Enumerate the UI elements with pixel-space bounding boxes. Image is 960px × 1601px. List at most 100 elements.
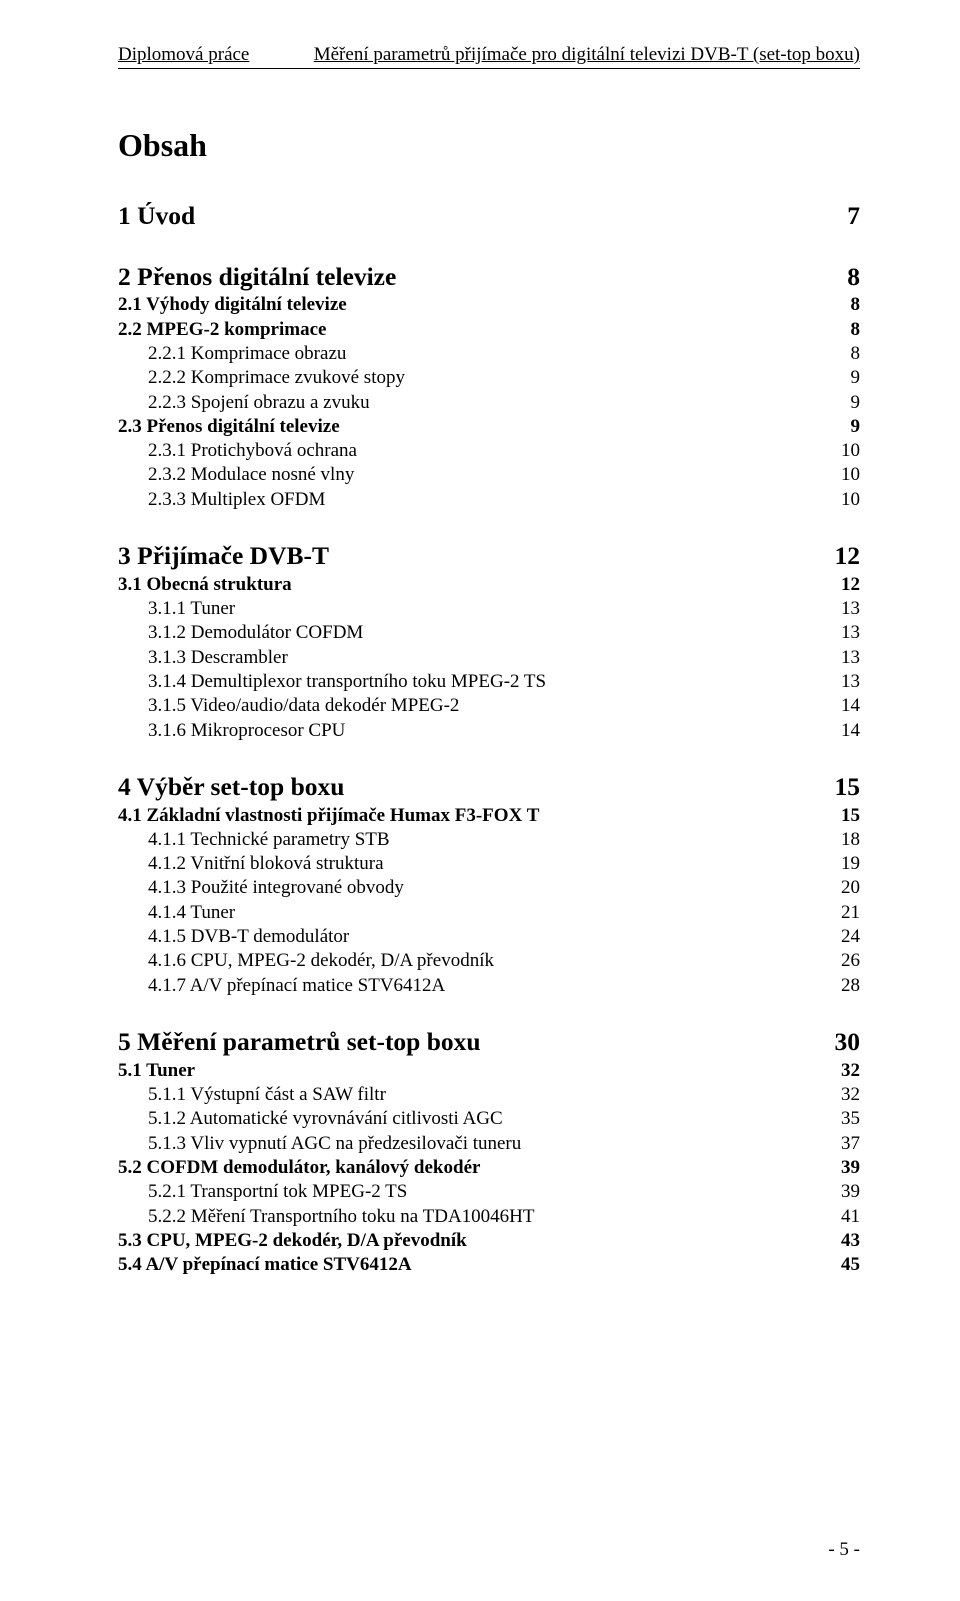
toc-entry-page: 35 [841, 1107, 860, 1131]
toc-entry-page: 13 [841, 646, 860, 670]
toc-entry-label: 5.1.3 Vliv vypnutí AGC na předzesilovači… [148, 1132, 521, 1156]
toc-entry-label: 4.1.6 CPU, MPEG-2 dekodér, D/A převodník [148, 949, 494, 973]
toc-entry: 5.1.3 Vliv vypnutí AGC na předzesilovači… [118, 1132, 860, 1156]
toc-entry: 3.1.2 Demodulátor COFDM 13 [118, 621, 860, 645]
toc-entry: 5.2.1 Transportní tok MPEG-2 TS 39 [118, 1180, 860, 1204]
toc-entry-page: 8 [847, 261, 860, 294]
toc-entry-page: 9 [851, 415, 861, 439]
toc-entry-label: 2.2.2 Komprimace zvukové stopy [148, 366, 405, 390]
toc-entry-page: 7 [847, 200, 860, 233]
toc-entry: 1 Úvod 7 [118, 200, 860, 233]
page-title: Obsah [118, 127, 860, 164]
toc-entry-page: 10 [841, 439, 860, 463]
toc-entry-label: 3.1.1 Tuner [148, 597, 235, 621]
toc-entry-page: 32 [841, 1059, 860, 1083]
toc-entry-label: 5.3 CPU, MPEG-2 dekodér, D/A převodník [118, 1229, 467, 1253]
toc-entry: 4.1.3 Použité integrované obvody20 [118, 876, 860, 900]
toc-entry-label: 2.2 MPEG-2 komprimace [118, 318, 326, 342]
toc-entry-page: 24 [841, 925, 860, 949]
toc-entry-page: 15 [841, 804, 860, 828]
toc-entry: 3 Přijímače DVB-T 12 [118, 540, 860, 573]
toc-entry: 5.1.1 Výstupní část a SAW filtr 32 [118, 1083, 860, 1107]
toc-entry: 3.1.5 Video/audio/data dekodér MPEG-2 14 [118, 694, 860, 718]
toc-entry-page: 21 [841, 901, 860, 925]
toc-entry: 4.1.1 Technické parametry STB 18 [118, 828, 860, 852]
toc-entry-page: 14 [841, 694, 860, 718]
toc-entry-page: 39 [841, 1156, 860, 1180]
header-rule [118, 68, 860, 69]
toc-entry: 2.3.1 Protichybová ochrana 10 [118, 439, 860, 463]
toc-entry-label: 4 Výběr set-top boxu [118, 771, 344, 804]
toc-entry: 2.3.2 Modulace nosné vlny 10 [118, 463, 860, 487]
toc-entry: 5.2 COFDM demodulátor, kanálový dekodér 3… [118, 1156, 860, 1180]
toc-entry: 5.1.2 Automatické vyrovnávání citlivosti… [118, 1107, 860, 1131]
running-head-right: Měření parametrů přijímače pro digitální… [314, 44, 860, 66]
toc-entry-page: 13 [841, 597, 860, 621]
toc-entry-label: 5.4 A/V přepínací matice STV6412A [118, 1253, 412, 1277]
toc-entry-page: 10 [841, 463, 860, 487]
toc-entry: 4.1.5 DVB-T demodulátor24 [118, 925, 860, 949]
toc-entry: 4.1.6 CPU, MPEG-2 dekodér, D/A převodník… [118, 949, 860, 973]
toc-entry-label: 2.2.1 Komprimace obrazu [148, 342, 346, 366]
toc-entry-page: 18 [841, 828, 860, 852]
toc-entry-label: 3.1.4 Demultiplexor transportního toku M… [148, 670, 546, 694]
toc-entry-label: 5.1.2 Automatické vyrovnávání citlivosti… [148, 1107, 503, 1131]
toc-entry-page: 9 [851, 366, 861, 390]
toc-entry-label: 3.1 Obecná struktura [118, 573, 292, 597]
toc-entry-page: 8 [851, 293, 861, 317]
toc-entry: 4.1.2 Vnitřní bloková struktura19 [118, 852, 860, 876]
toc-entry: 2 Přenos digitální televize8 [118, 261, 860, 294]
toc-entry-label: 2.3.2 Modulace nosné vlny [148, 463, 354, 487]
toc-entry: 2.2.3 Spojení obrazu a zvuku 9 [118, 391, 860, 415]
toc-entry-label: 5.2 COFDM demodulátor, kanálový dekodér [118, 1156, 480, 1180]
toc-entry: 2.3 Přenos digitální televize 9 [118, 415, 860, 439]
toc-entry: 2.1 Výhody digitální televize 8 [118, 293, 860, 317]
toc-entry: 5.1 Tuner 32 [118, 1059, 860, 1083]
toc-entry: 3.1.1 Tuner 13 [118, 597, 860, 621]
toc-entry-page: 41 [841, 1205, 860, 1229]
toc-entry-page: 28 [841, 974, 860, 998]
toc-entry-label: 2.3.1 Protichybová ochrana [148, 439, 357, 463]
page: Diplomová práce Měření parametrů přijíma… [0, 0, 960, 1601]
toc-entry-label: 3.1.5 Video/audio/data dekodér MPEG-2 [148, 694, 459, 718]
toc-entry: 2.3.3 Multiplex OFDM 10 [118, 488, 860, 512]
toc-entry-page: 19 [841, 852, 860, 876]
toc-entry-label: 2.3 Přenos digitální televize [118, 415, 340, 439]
toc-entry-label: 4.1.3 Použité integrované obvody [148, 876, 404, 900]
toc-entry-page: 32 [841, 1083, 860, 1107]
toc-entry: 5 Měření parametrů set-top boxu30 [118, 1026, 860, 1059]
toc-entry: 2.2.2 Komprimace zvukové stopy 9 [118, 366, 860, 390]
toc-entry-label: 4.1.7 A/V přepínací matice STV6412A [148, 974, 445, 998]
toc-entry-label: 4.1 Základní vlastnosti přijímače Humax … [118, 804, 539, 828]
toc-entry-page: 30 [835, 1026, 861, 1059]
toc-entry: 3.1 Obecná struktura12 [118, 573, 860, 597]
toc-entry-page: 13 [841, 621, 860, 645]
toc-entry-label: 3 Přijímače DVB-T [118, 540, 329, 573]
toc-entry-label: 5.2.1 Transportní tok MPEG-2 TS [148, 1180, 407, 1204]
toc-entry-page: 9 [851, 391, 861, 415]
toc-entry-label: 5.1.1 Výstupní část a SAW filtr [148, 1083, 386, 1107]
toc-entry: 4.1.4 Tuner21 [118, 901, 860, 925]
toc-entry-label: 3.1.2 Demodulátor COFDM [148, 621, 363, 645]
toc-entry: 2.2.1 Komprimace obrazu8 [118, 342, 860, 366]
toc-entry-page: 39 [841, 1180, 860, 1204]
toc-entry-label: 5.1 Tuner [118, 1059, 195, 1083]
toc-entry-page: 14 [841, 719, 860, 743]
running-head-left: Diplomová práce [118, 44, 249, 66]
toc-entry: 4.1.7 A/V přepínací matice STV6412A 28 [118, 974, 860, 998]
toc-entry-label: 1 Úvod [118, 200, 195, 233]
toc-entry-label: 4.1.1 Technické parametry STB [148, 828, 390, 852]
toc-entry-label: 2.3.3 Multiplex OFDM [148, 488, 325, 512]
toc-entry-label: 2.1 Výhody digitální televize [118, 293, 347, 317]
toc-entry: 4.1 Základní vlastnosti přijímače Humax … [118, 804, 860, 828]
toc-entry: 3.1.4 Demultiplexor transportního toku M… [118, 670, 860, 694]
toc-entry: 4 Výběr set-top boxu 15 [118, 771, 860, 804]
toc-entry-page: 12 [835, 540, 861, 573]
toc-entry-page: 10 [841, 488, 860, 512]
page-number: - 5 - [828, 1539, 860, 1561]
toc-entry: 3.1.3 Descrambler13 [118, 646, 860, 670]
toc-entry-page: 43 [841, 1229, 860, 1253]
toc-entry-page: 15 [835, 771, 861, 804]
toc-entry-label: 2.2.3 Spojení obrazu a zvuku [148, 391, 370, 415]
toc-entry-page: 45 [841, 1253, 860, 1277]
